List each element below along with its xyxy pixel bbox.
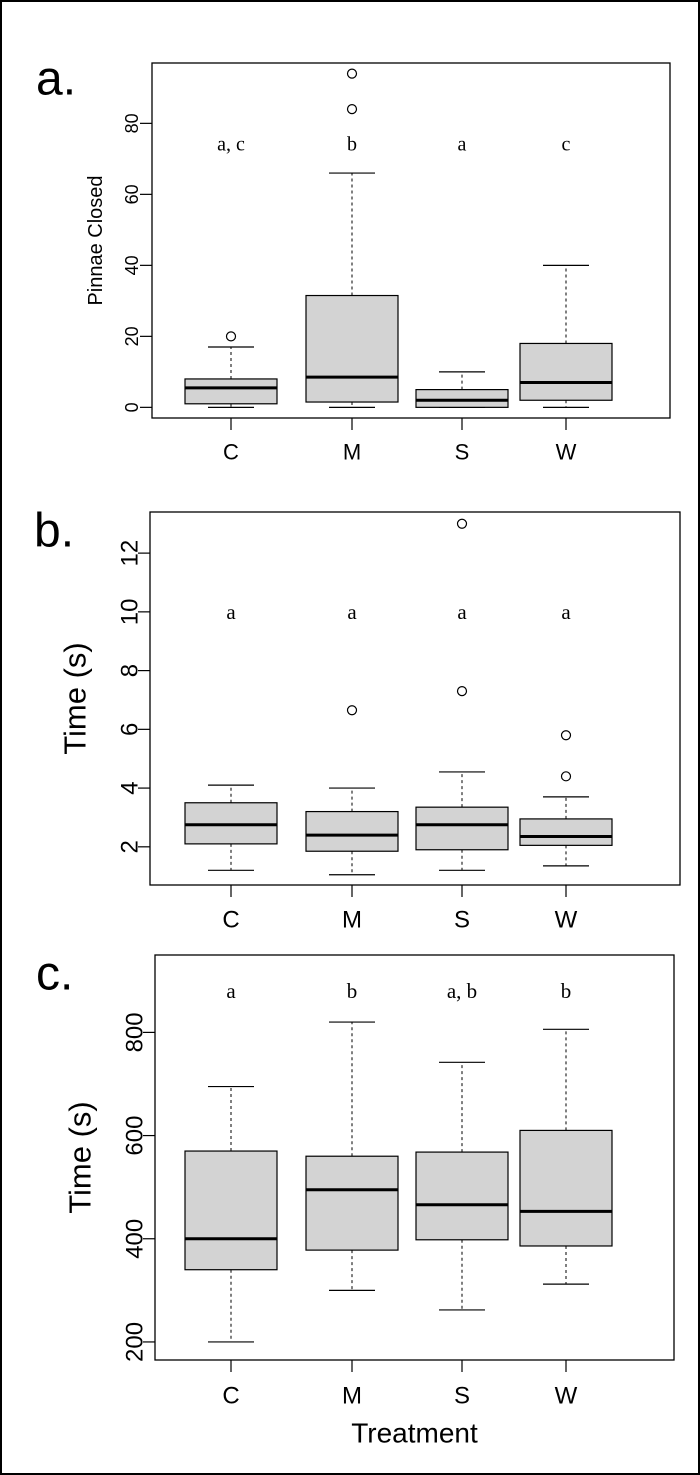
y-tick-label: 0 (122, 402, 142, 412)
significance-label: c (562, 134, 571, 156)
box-M (305, 705, 399, 876)
iqr-box (184, 1150, 278, 1271)
panel-label: c. (36, 948, 73, 1001)
x-tick-label: C (222, 1383, 239, 1410)
x-tick-label: W (555, 907, 578, 934)
y-tick-label: 60 (122, 184, 142, 204)
y-axis-label: Time (s) (63, 1101, 98, 1214)
outlier-point (456, 518, 468, 529)
panel-a: a. 0 20 40 60 80 Pinnae Closed C M S Wa, c b a c (36, 53, 671, 465)
y-tick-label: 10 (117, 599, 144, 626)
panel-label: a. (36, 53, 76, 106)
outlier-point (560, 730, 572, 741)
significance-label: a (561, 600, 571, 624)
iqr-box (305, 810, 399, 852)
y-axis-label: Pinnae Closed (85, 175, 107, 305)
significance-label: a (457, 600, 467, 624)
iqr-box (415, 389, 509, 408)
significance-label: b (561, 979, 572, 1003)
y-tick-label: 2 (117, 840, 144, 853)
box-S (415, 518, 509, 871)
y-tick-label: 8 (117, 664, 144, 677)
iqr-box (415, 806, 509, 851)
iqr-box (305, 294, 399, 403)
y-tick-label: 20 (122, 326, 142, 346)
y-tick-label: 600 (122, 1116, 149, 1156)
box-M (305, 68, 399, 408)
significance-label: a, c (217, 134, 245, 156)
outlier-point (560, 771, 572, 782)
x-tick-label: S (454, 907, 470, 934)
box-S (415, 1061, 509, 1311)
significance-label: a (458, 134, 467, 156)
panels: a. 0 20 40 60 80 Pinnae Closed C M S Wa, c b a c b. 2 4 6… (34, 53, 681, 1449)
x-tick-label: S (455, 440, 470, 465)
y-axis-label: Time (s) (58, 642, 93, 755)
y-tick-label: 6 (117, 723, 144, 736)
box-W (519, 264, 613, 408)
iqr-box (519, 818, 613, 846)
panel-b: b. 2 4 6 8 10 12 Time (s) C M S Wa a a a (34, 505, 681, 934)
y-tick-label: 400 (122, 1219, 149, 1259)
x-tick-label: W (556, 440, 577, 465)
y-tick-label: 4 (117, 781, 144, 794)
box-W (519, 1028, 613, 1285)
box-C (184, 1085, 278, 1343)
outlier-point (225, 331, 237, 342)
x-axis-label: Treatment (351, 1418, 478, 1449)
significance-label: a, b (447, 979, 477, 1003)
outlier-point (456, 686, 468, 697)
x-tick-label: C (222, 907, 239, 934)
box-S (415, 371, 509, 408)
box-C (184, 784, 278, 871)
y-tick-label: 12 (117, 540, 144, 567)
panel-c: c. 200 400 600 800 Time (s) C M S W Treatment a b a, … (36, 948, 675, 1449)
y-tick-label: 40 (122, 255, 142, 275)
plot-frame (154, 954, 675, 1361)
x-tick-label: M (342, 907, 362, 934)
outlier-point (346, 68, 358, 79)
iqr-box (184, 378, 278, 405)
box-W (519, 730, 613, 867)
iqr-box (305, 1155, 399, 1251)
plot-frame (151, 62, 671, 419)
significance-label: a (226, 600, 236, 624)
significance-label: b (347, 979, 358, 1003)
x-tick-label: W (555, 1383, 578, 1410)
significance-label: a (226, 979, 236, 1003)
box-C (184, 331, 278, 408)
x-tick-label: S (454, 1383, 470, 1410)
significance-label: a (347, 600, 357, 624)
outlier-point (346, 705, 358, 716)
iqr-box (519, 342, 613, 401)
y-tick-label: 200 (122, 1322, 149, 1362)
iqr-box (415, 1151, 509, 1241)
significance-label: b (347, 134, 357, 156)
iqr-box (519, 1129, 613, 1247)
panel-label: b. (34, 505, 74, 558)
plot-frame (149, 511, 681, 886)
outlier-point (346, 104, 358, 115)
box-M (305, 1021, 399, 1291)
x-tick-label: C (223, 440, 239, 465)
y-tick-label: 800 (122, 1012, 149, 1052)
x-tick-label: M (342, 1383, 362, 1410)
y-tick-label: 80 (122, 113, 142, 133)
x-tick-label: M (343, 440, 361, 465)
